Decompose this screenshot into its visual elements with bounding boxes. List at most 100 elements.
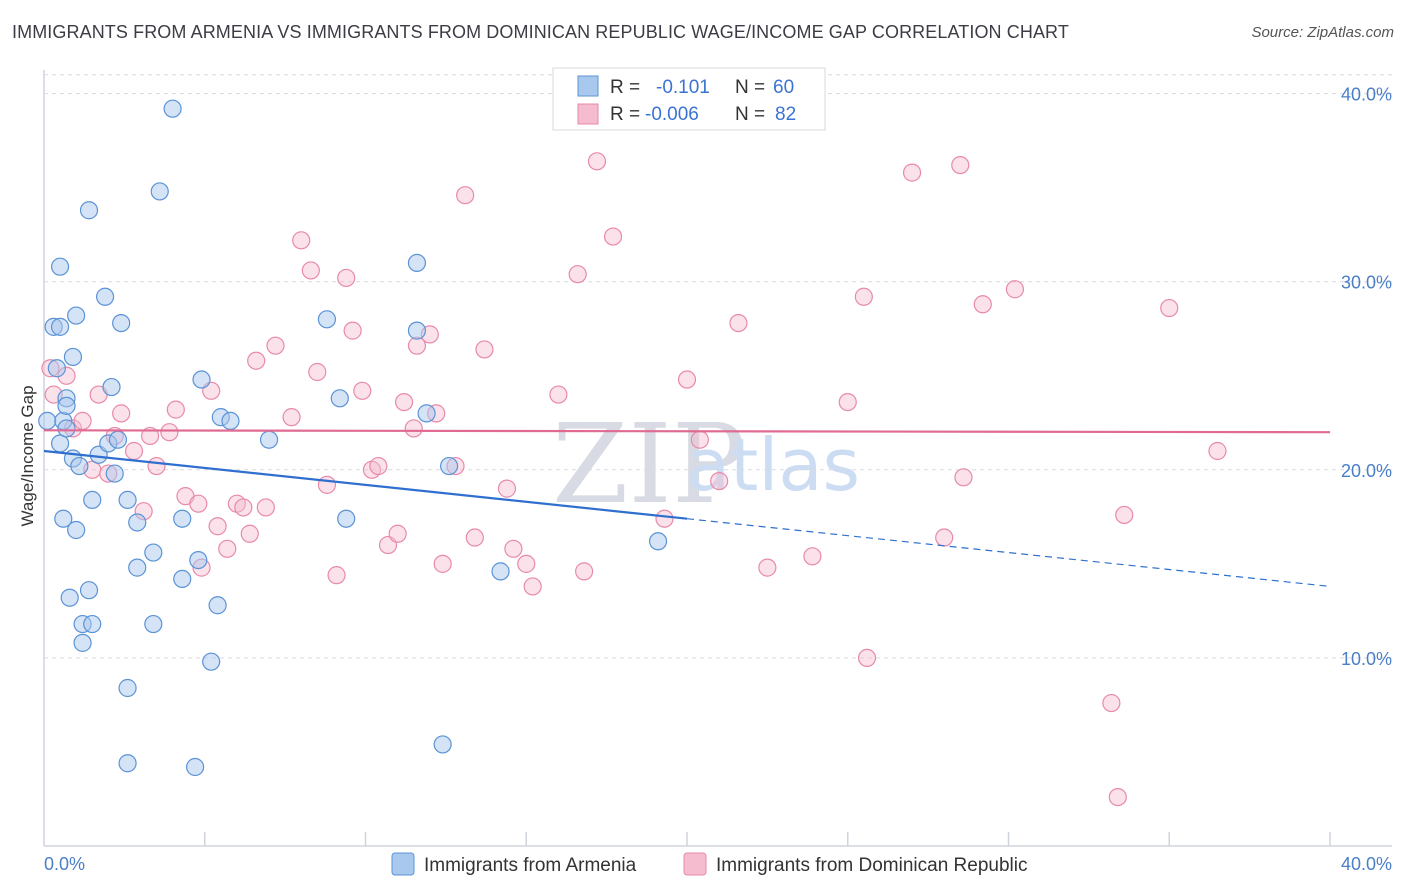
trend-lines	[43, 429, 1331, 588]
dominican-trend-line	[43, 429, 1331, 434]
legend-swatch-armenia	[391, 852, 415, 876]
armenia-point	[189, 550, 208, 570]
armenia-point	[192, 370, 211, 389]
armenia-point	[57, 419, 76, 438]
armenia-point	[47, 359, 66, 378]
armenia-point	[144, 543, 163, 562]
dominican-point	[337, 268, 356, 288]
chart-title: IMMIGRANTS FROM ARMENIA VS IMMIGRANTS FR…	[12, 22, 1069, 42]
dominican-point	[353, 381, 372, 400]
dominican-point	[282, 408, 301, 427]
gridlines	[44, 74, 1392, 659]
armenia-point	[83, 614, 102, 634]
dominican-point	[124, 441, 144, 461]
dominican-point	[234, 498, 253, 517]
legend-swatch-dominican	[683, 852, 707, 876]
dominican-point	[147, 456, 166, 476]
dominican-point	[247, 351, 266, 370]
stats-r-label-armenia: R =	[610, 77, 640, 98]
dominican-point	[404, 419, 423, 438]
legend-label-dominican: Immigrants from Dominican Republic	[716, 855, 1028, 876]
legend-label-armenia: Immigrants from Armenia	[424, 855, 637, 876]
armenia-point	[407, 321, 427, 340]
dominican-point	[475, 340, 494, 359]
dominican-point	[951, 155, 970, 175]
dominican-point	[388, 524, 407, 543]
y-tick-labels: 10.0% 20.0% 30.0% 40.0%	[1341, 85, 1392, 669]
dominican-point	[140, 426, 160, 446]
dominican-point	[456, 186, 475, 205]
dominican-point	[208, 517, 227, 536]
dominican-point	[218, 539, 237, 558]
dominican-point	[160, 423, 179, 442]
armenia-point	[433, 735, 452, 754]
armenia-point	[118, 490, 137, 510]
armenia-point	[186, 757, 205, 777]
stats-swatch-armenia	[577, 75, 599, 97]
armenia-point	[108, 430, 128, 449]
x-ticks	[204, 832, 1331, 846]
y-tick-label: 40.0%	[1341, 85, 1392, 105]
armenia-point	[648, 532, 668, 551]
dominican-point	[523, 577, 542, 596]
dominican-point	[1115, 505, 1134, 525]
dominican-point	[1160, 298, 1179, 318]
y-tick-label: 20.0%	[1341, 461, 1392, 481]
dominican-point	[343, 321, 362, 340]
dominican-point	[710, 471, 729, 491]
dominican-point	[497, 479, 517, 498]
armenia-point	[38, 411, 57, 431]
stats-r-label-dominican: R =	[610, 104, 640, 125]
dominican-point	[803, 547, 822, 566]
dominican-point	[902, 163, 922, 182]
dominican-point	[677, 370, 697, 389]
armenia-point	[407, 253, 427, 273]
armenia-point	[105, 464, 124, 483]
armenia-point	[118, 754, 137, 773]
y-tick-label: 10.0%	[1341, 649, 1392, 669]
stats-box: R = -0.101 N = 60 R = -0.006 N = 82	[552, 67, 826, 131]
armenia-point	[50, 317, 70, 336]
watermark-zip: ZIP	[552, 400, 746, 528]
armenia-point	[259, 430, 279, 449]
dominican-point	[433, 554, 452, 573]
armenia-point	[83, 490, 102, 510]
dominican-point	[1108, 787, 1127, 807]
armenia-point	[50, 434, 70, 453]
dominican-point	[504, 539, 523, 558]
armenia-point	[150, 182, 169, 201]
dominican-point	[1102, 693, 1121, 713]
dominican-point	[292, 231, 311, 250]
stats-r-value-armenia: -0.101	[656, 77, 710, 98]
dominican-point	[587, 152, 607, 171]
dominican-point	[327, 566, 346, 585]
armenia-point	[95, 287, 115, 306]
dominican-point	[317, 475, 337, 494]
dominican-point	[838, 392, 857, 412]
dominican-point	[655, 509, 674, 528]
armenia-point	[67, 306, 86, 325]
armenia-point	[67, 520, 86, 540]
x-tick-label-min: 0.0%	[44, 854, 85, 874]
dominican-point	[1005, 280, 1025, 299]
dominican-point	[690, 430, 709, 449]
dominican-point	[73, 411, 92, 431]
armenia-trend-line	[43, 449, 688, 520]
stats-n-value-armenia: 60	[773, 77, 794, 98]
dominican-point	[369, 456, 388, 476]
armenia-point	[317, 310, 337, 329]
axes	[43, 70, 1392, 847]
armenia-point	[144, 614, 163, 634]
dominican-point	[256, 498, 275, 517]
x-tick-label-max: 40.0%	[1341, 854, 1392, 874]
source-credit: Source: ZipAtlas.com	[1251, 24, 1394, 41]
stats-n-label-dominican: N =	[735, 104, 765, 125]
dominican-point	[549, 385, 568, 404]
dominican-point	[954, 468, 973, 487]
armenia-point	[57, 396, 76, 415]
armenia-point	[337, 509, 356, 528]
armenia-point	[118, 678, 137, 698]
stats-n-label-armenia: N =	[735, 77, 765, 98]
y-axis-label: Wage/Income Gap	[18, 385, 37, 526]
armenia-point	[79, 201, 99, 220]
